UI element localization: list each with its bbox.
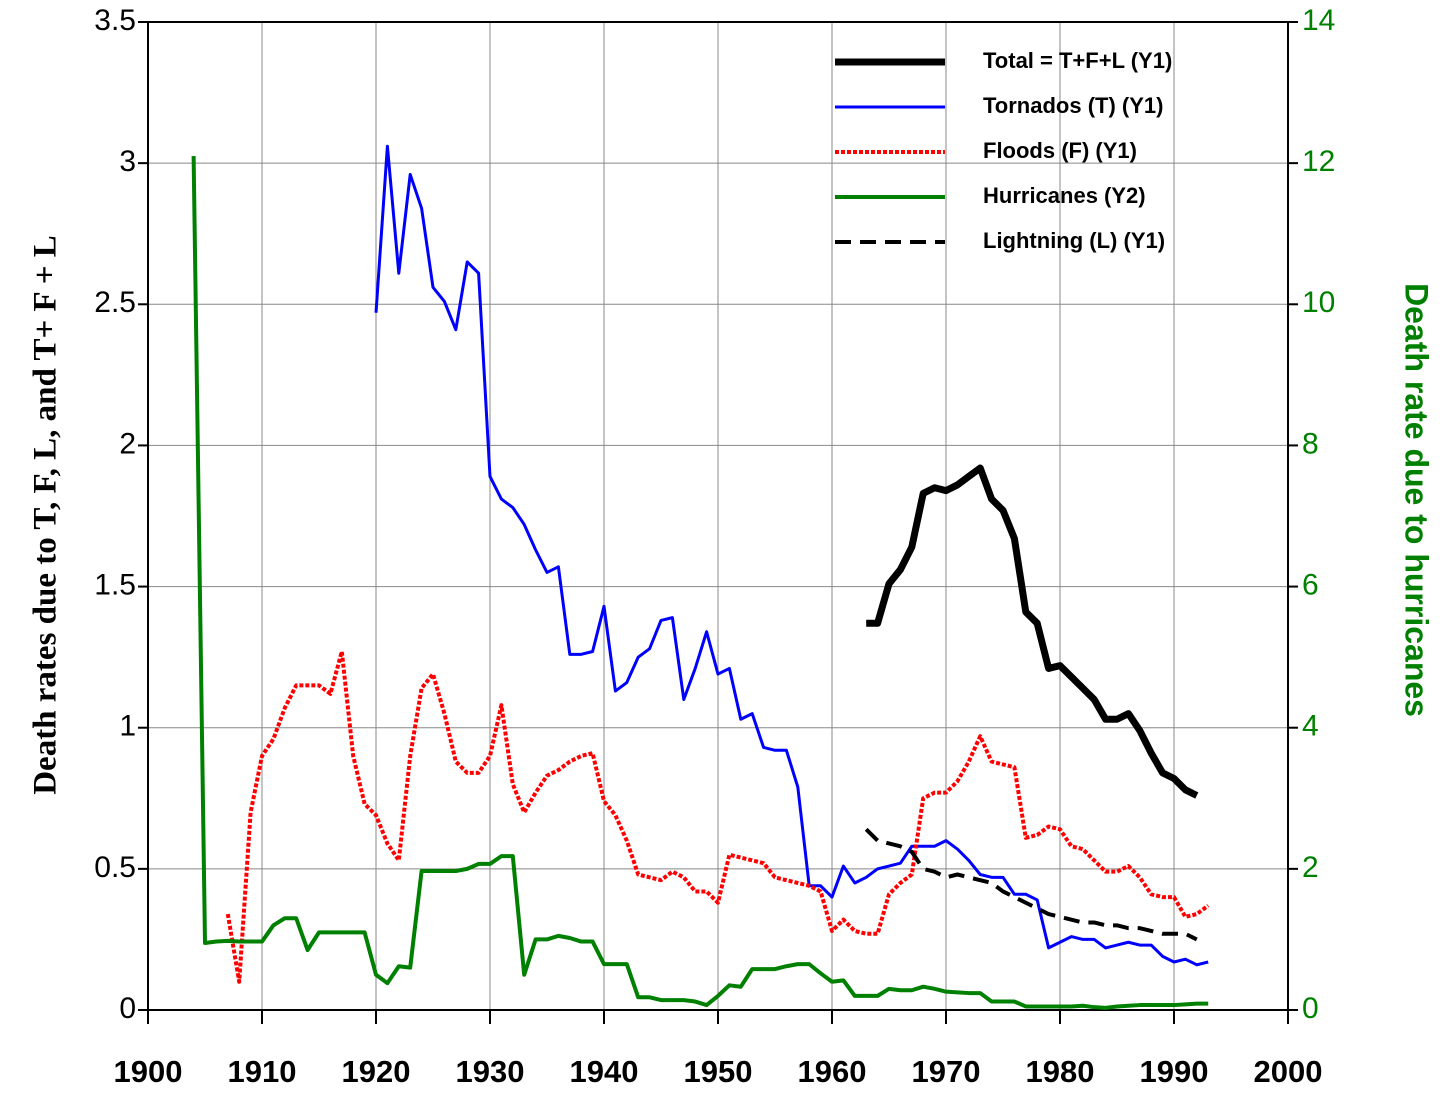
legend-label: Lightning (L) (Y1) <box>983 228 1165 253</box>
series-line <box>191 156 1209 1010</box>
y2-tick-label: 14 <box>1302 4 1335 37</box>
y2-axis-label: Death rate due to hurricanes <box>1399 283 1435 717</box>
y-axis-label: Death rates due to T, F, L, and T+ F + L <box>28 235 64 795</box>
y-tick-label: 0.5 <box>94 851 136 884</box>
x-tick-label: 1930 <box>456 1054 525 1089</box>
x-tick-label: 1970 <box>912 1054 981 1089</box>
x-tick-label: 1940 <box>570 1054 639 1089</box>
y2-tick-label: 12 <box>1302 145 1335 178</box>
y-tick-label: 1 <box>119 710 136 743</box>
y-tick-label: 2.5 <box>94 286 136 319</box>
y-tick-label: 0 <box>119 992 136 1025</box>
y2-tick-label: 4 <box>1302 710 1319 743</box>
plot-frame <box>147 21 1289 1011</box>
series-line <box>864 827 1198 942</box>
x-tick-label: 1960 <box>798 1054 867 1089</box>
series-line <box>866 464 1199 799</box>
x-tick-label: 1980 <box>1026 1054 1095 1089</box>
legend-label: Hurricanes (Y2) <box>983 183 1146 208</box>
y2-tick-label: 10 <box>1302 286 1335 319</box>
y-tick-label: 1.5 <box>94 568 136 601</box>
legend-label: Tornados (T) (Y1) <box>983 93 1163 118</box>
y2-tick-label: 0 <box>1302 992 1319 1025</box>
x-tick-label: 1990 <box>1140 1054 1209 1089</box>
y-tick-label: 2 <box>119 427 136 460</box>
legend-label: Total = T+F+L (Y1) <box>983 48 1172 73</box>
legend-label: Floods (F) (Y1) <box>983 138 1137 163</box>
series-line <box>374 144 1209 967</box>
x-tick-label: 1900 <box>114 1054 183 1089</box>
y-tick-label: 3.5 <box>94 4 136 37</box>
y-tick-label: 3 <box>119 145 136 178</box>
y2-tick-label: 8 <box>1302 427 1319 460</box>
x-tick-label: 1950 <box>684 1054 753 1089</box>
x-tick-label: 2000 <box>1254 1054 1323 1089</box>
series-line <box>225 649 1210 984</box>
x-tick-label: 1910 <box>228 1054 297 1089</box>
x-tick-label: 1920 <box>342 1054 411 1089</box>
y2-tick-label: 2 <box>1302 851 1319 884</box>
y2-tick-label: 6 <box>1302 568 1319 601</box>
